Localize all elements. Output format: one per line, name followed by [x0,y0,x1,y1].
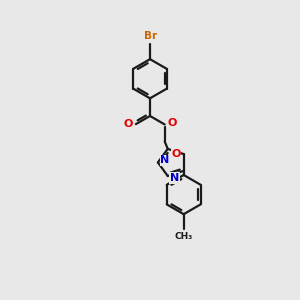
Text: N: N [170,173,179,183]
Text: N: N [160,155,169,165]
Text: O: O [124,119,133,129]
Text: O: O [167,118,177,128]
Text: Br: Br [144,32,157,41]
Text: CH₃: CH₃ [175,232,193,242]
Text: O: O [172,149,181,159]
